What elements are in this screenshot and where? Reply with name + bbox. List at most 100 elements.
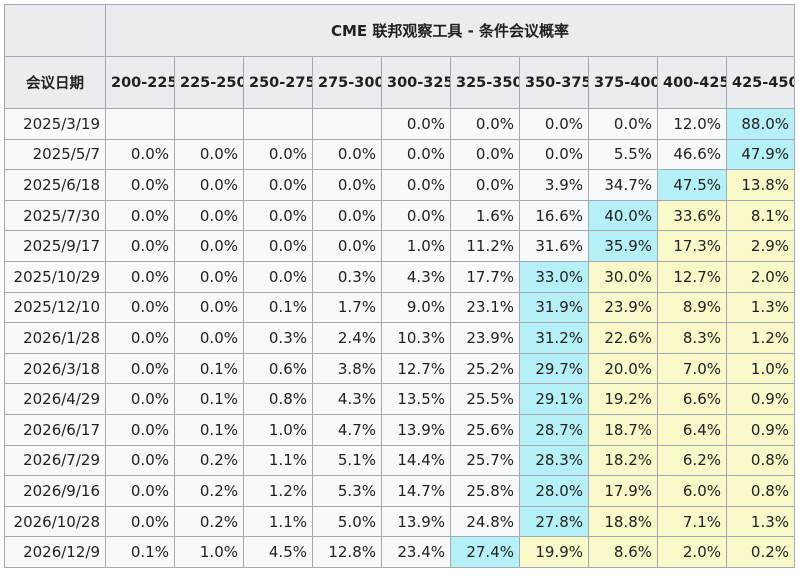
probability-cell: 17.3% bbox=[657, 230, 727, 262]
probability-cell: 0.0% bbox=[105, 199, 175, 232]
rate-column-header: 225-250 bbox=[174, 56, 244, 109]
probability-cell: 10.3% bbox=[381, 322, 451, 354]
probability-cell: 0.0% bbox=[105, 322, 175, 354]
probability-cell: 0.0% bbox=[105, 169, 175, 201]
probability-cell: 19.9% bbox=[519, 536, 589, 568]
probability-cell: 19.2% bbox=[588, 383, 658, 415]
probability-cell: 47.5% bbox=[657, 169, 727, 201]
probability-cell: 33.0% bbox=[519, 260, 589, 293]
table-row: 2025/12/10 0.0% 0.0% 0.1% 1.7% 9.0% 23.1% 31.9%… bbox=[4, 291, 796, 324]
probability-cell: 5.1% bbox=[312, 444, 382, 477]
probability-cell: 23.4% bbox=[381, 536, 451, 568]
table-row: 2025/5/7 0.0% 0.0% 0.0% 0.0% 0.0% 0.0% 0.0% 5.5%… bbox=[4, 138, 796, 171]
probability-cell: 6.4% bbox=[657, 413, 727, 446]
rate-column-header: 275-300 bbox=[312, 56, 382, 109]
probability-cell: 13.9% bbox=[381, 505, 451, 538]
probability-cell: 0.0% bbox=[243, 260, 313, 293]
probability-cell: 29.1% bbox=[519, 383, 589, 415]
probability-cell: 7.1% bbox=[657, 505, 727, 538]
probability-cell: 0.0% bbox=[381, 199, 451, 232]
probability-cell: 0.0% bbox=[105, 444, 175, 477]
rate-column-header: 250-275 bbox=[243, 56, 313, 109]
meeting-date-cell: 2026/6/17 bbox=[4, 413, 106, 446]
probability-cell: 1.0% bbox=[725, 352, 796, 385]
meeting-date-cell: 2026/10/28 bbox=[4, 505, 106, 538]
probability-cell: 0.0% bbox=[519, 138, 589, 171]
table-row: 2026/1/28 0.0% 0.0% 0.3% 2.4% 10.3% 23.9% 31.2%… bbox=[4, 322, 796, 354]
probability-cell: 12.7% bbox=[381, 352, 451, 385]
probability-cell: 0.0% bbox=[243, 169, 313, 201]
table-row: 2026/10/28 0.0% 0.2% 1.1% 5.0% 13.9% 24.8% 27.8… bbox=[4, 505, 796, 538]
table-row: 2026/3/18 0.0% 0.1% 0.6% 3.8% 12.7% 25.2% 29.7%… bbox=[4, 352, 796, 385]
probability-cell: 2.0% bbox=[657, 536, 727, 568]
probability-cell: 1.7% bbox=[312, 291, 382, 324]
probability-cell: 20.0% bbox=[588, 352, 658, 385]
probability-cell: 23.9% bbox=[588, 291, 658, 324]
probability-cell: 1.1% bbox=[243, 444, 313, 477]
probability-cell: 8.6% bbox=[588, 536, 658, 568]
probability-cell: 0.3% bbox=[243, 322, 313, 354]
meeting-date-cell: 2026/7/29 bbox=[4, 444, 106, 477]
probability-cell: 0.0% bbox=[381, 108, 451, 140]
probability-cell: 0.0% bbox=[450, 138, 520, 171]
probability-cell: 0.0% bbox=[105, 138, 175, 171]
probability-cell: 0.0% bbox=[174, 230, 244, 262]
probability-cell: 25.6% bbox=[450, 413, 520, 446]
probability-cell: 0.0% bbox=[243, 138, 313, 171]
probability-cell: 4.5% bbox=[243, 536, 313, 568]
probability-cell: 0.0% bbox=[105, 260, 175, 293]
probability-cell: 0.2% bbox=[725, 536, 796, 568]
probability-cell: 30.0% bbox=[588, 260, 658, 293]
probability-cell: 1.0% bbox=[381, 230, 451, 262]
table-row: 2026/9/16 0.0% 0.2% 1.2% 5.3% 14.7% 25.8% 28.0%… bbox=[4, 475, 796, 507]
probability-cell: 28.0% bbox=[519, 475, 589, 507]
probability-cell: 4.3% bbox=[312, 383, 382, 415]
table-row: 2026/7/29 0.0% 0.2% 1.1% 5.1% 14.4% 25.7% 28.3%… bbox=[4, 444, 796, 477]
meeting-date-cell: 2026/4/29 bbox=[4, 383, 106, 415]
corner-cell bbox=[4, 4, 106, 57]
probability-cell: 0.0% bbox=[450, 169, 520, 201]
probability-cell: 25.5% bbox=[450, 383, 520, 415]
probability-cell: 16.6% bbox=[519, 199, 589, 232]
probability-cell: 28.7% bbox=[519, 413, 589, 446]
probability-cell: 0.0% bbox=[174, 138, 244, 171]
probability-cell: 14.7% bbox=[381, 475, 451, 507]
table-title: CME 联邦观察工具 - 条件会议概率 bbox=[104, 4, 796, 57]
probability-cell: 11.2% bbox=[450, 230, 520, 262]
probability-cell: 47.9% bbox=[725, 138, 796, 171]
rate-column-header: 325-350 bbox=[450, 56, 520, 109]
meeting-date-cell: 2025/5/7 bbox=[4, 138, 106, 171]
probability-cell: 0.0% bbox=[174, 199, 244, 232]
probability-cell: 1.1% bbox=[243, 505, 313, 538]
probability-cell: 2.0% bbox=[725, 260, 796, 293]
probability-cell: 0.0% bbox=[105, 505, 175, 538]
probability-cell: 1.3% bbox=[725, 505, 796, 538]
probability-cell: 0.0% bbox=[105, 230, 175, 262]
probability-cell: 1.0% bbox=[243, 413, 313, 446]
probability-cell bbox=[243, 108, 313, 140]
probability-cell: 0.0% bbox=[243, 230, 313, 262]
probability-cell: 33.6% bbox=[657, 199, 727, 232]
probability-cell: 13.8% bbox=[725, 169, 796, 201]
meeting-date-cell: 2025/6/18 bbox=[4, 169, 106, 201]
probability-cell: 24.8% bbox=[450, 505, 520, 538]
probability-cell bbox=[105, 108, 175, 140]
table-row: 2026/6/17 0.0% 0.1% 1.0% 4.7% 13.9% 25.6% 28.7%… bbox=[4, 413, 796, 446]
rate-column-header: 200-225 bbox=[105, 56, 175, 109]
probability-cell: 0.2% bbox=[174, 475, 244, 507]
probability-cell: 2.4% bbox=[312, 322, 382, 354]
probability-cell: 23.1% bbox=[450, 291, 520, 324]
probability-cell: 17.7% bbox=[450, 260, 520, 293]
table-row: 2026/12/9 0.1% 1.0% 4.5% 12.8% 23.4% 27.4% 19.9… bbox=[4, 536, 796, 568]
probability-cell: 0.8% bbox=[725, 444, 796, 477]
meeting-date-cell: 2025/10/29 bbox=[4, 260, 106, 293]
probability-cell: 4.3% bbox=[381, 260, 451, 293]
probability-cell: 0.8% bbox=[243, 383, 313, 415]
probability-cell: 31.6% bbox=[519, 230, 589, 262]
probability-cell: 27.4% bbox=[450, 536, 520, 568]
probability-cell: 6.2% bbox=[657, 444, 727, 477]
probability-cell: 0.0% bbox=[174, 291, 244, 324]
probability-cell: 0.8% bbox=[725, 475, 796, 507]
rate-column-header: 375-400 bbox=[588, 56, 658, 109]
date-column-header: 会议日期 bbox=[4, 56, 106, 109]
